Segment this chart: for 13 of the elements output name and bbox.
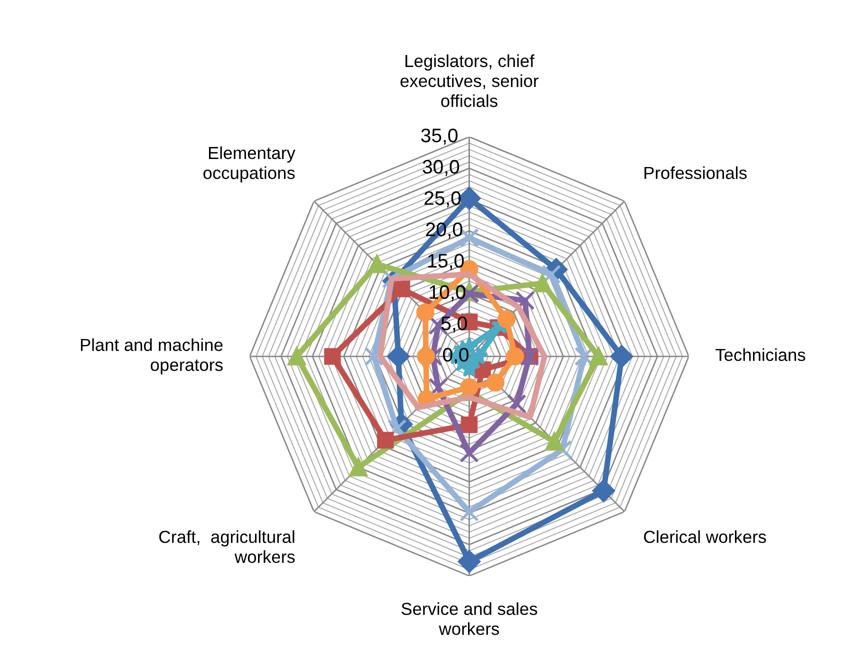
y-tick-label: 25,0: [424, 191, 461, 208]
spoke-label: Craft, agricultural workers: [159, 530, 295, 563]
spoke-label: Service and sales workers: [402, 602, 538, 636]
y-tick-label: 30,0: [422, 160, 460, 176]
y-tick-label: 35,0: [421, 128, 458, 145]
y-tick-label: 0,0: [442, 348, 468, 364]
spoke-label: Elementary occupations: [203, 146, 296, 183]
spoke-label: Legislators, chief executives, senior officials: [400, 54, 538, 108]
spoke-label: Professionals: [644, 166, 747, 180]
spoke-label: Technicians: [716, 348, 806, 362]
y-tick-label: 15,0: [428, 254, 464, 270]
spoke-label: Plant and machine operators: [80, 338, 223, 374]
spoke-label: Clerical workers: [644, 530, 766, 544]
